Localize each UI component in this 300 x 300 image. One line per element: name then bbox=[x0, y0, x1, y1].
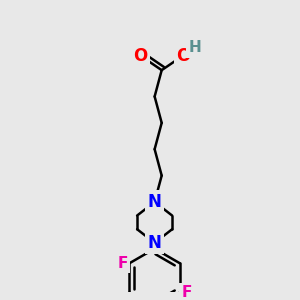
Text: F: F bbox=[117, 256, 128, 271]
Text: N: N bbox=[148, 193, 162, 211]
Text: O: O bbox=[176, 46, 190, 64]
Text: F: F bbox=[182, 285, 192, 300]
Text: O: O bbox=[133, 46, 147, 64]
Text: H: H bbox=[188, 40, 201, 55]
Text: N: N bbox=[148, 234, 162, 252]
